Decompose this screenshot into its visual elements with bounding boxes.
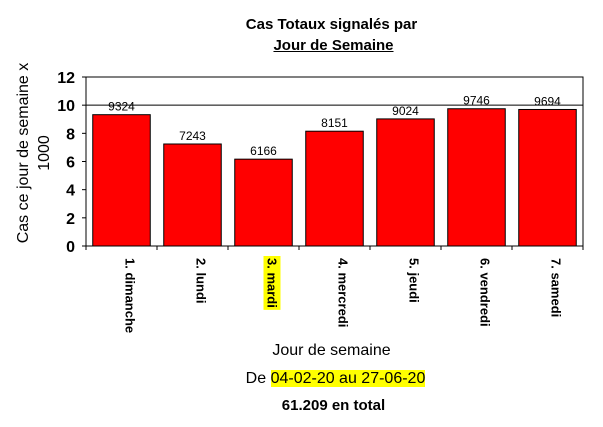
data-label: 7243 <box>179 129 206 143</box>
y-tick-label: 12 <box>57 70 75 87</box>
y-tick-label: 2 <box>66 211 75 228</box>
y-tick-label: 8 <box>66 126 75 143</box>
total-count: 61.209 en total <box>281 397 386 414</box>
y-tick-label: 6 <box>66 155 75 172</box>
bar <box>305 130 364 247</box>
data-label: 9024 <box>392 104 419 118</box>
category-label: 3. mardi <box>265 258 280 308</box>
y-tick-label: 10 <box>57 98 75 115</box>
category-label: 2. lundi <box>194 258 209 304</box>
category-label-group: 5. jeudi <box>407 258 422 303</box>
date-prefix: De <box>245 370 271 387</box>
x-axis-label: Jour de semaine <box>272 342 391 359</box>
data-label: 6166 <box>250 144 277 158</box>
category-label: 4. mercredi <box>336 258 351 327</box>
category-label-group: 3. mardi <box>263 256 281 310</box>
chart-title-line2: Jour de Semaine <box>273 37 394 54</box>
category-highlight <box>263 256 281 310</box>
data-label: 9746 <box>463 94 490 108</box>
date-separator: au <box>334 370 362 387</box>
date-range: De 04-02-20 au 27-06-20 <box>34 370 603 388</box>
category-label-group: 6. vendredi <box>478 258 493 327</box>
bar <box>518 108 577 247</box>
category-label-group: 2. lundi <box>194 258 209 304</box>
bar <box>447 108 506 247</box>
bar <box>234 158 293 247</box>
category-label: 7. samedi <box>549 258 564 317</box>
bar <box>376 118 435 247</box>
category-label-group: 7. samedi <box>549 258 564 317</box>
date-start: 04-02-20 <box>270 370 335 387</box>
y-tick-label: 0 <box>66 239 75 256</box>
chart-title-line1: Cas Totaux signalés par <box>245 16 418 33</box>
bar <box>163 143 222 247</box>
category-label-group: 1. dimanche <box>123 258 138 333</box>
y-tick-label: 4 <box>66 183 75 200</box>
data-label: 9694 <box>534 94 561 108</box>
category-label: 1. dimanche <box>123 258 138 333</box>
category-label: 6. vendredi <box>478 258 493 327</box>
data-label: 8151 <box>321 116 348 130</box>
y-axis-label: Cas ce jour de semaine x 1000 <box>15 62 53 244</box>
category-label: 5. jeudi <box>407 258 422 303</box>
category-label-group: 4. mercredi <box>336 258 351 327</box>
date-end: 27-06-20 <box>361 370 426 387</box>
bar <box>92 114 151 247</box>
data-label: 9324 <box>108 100 135 114</box>
